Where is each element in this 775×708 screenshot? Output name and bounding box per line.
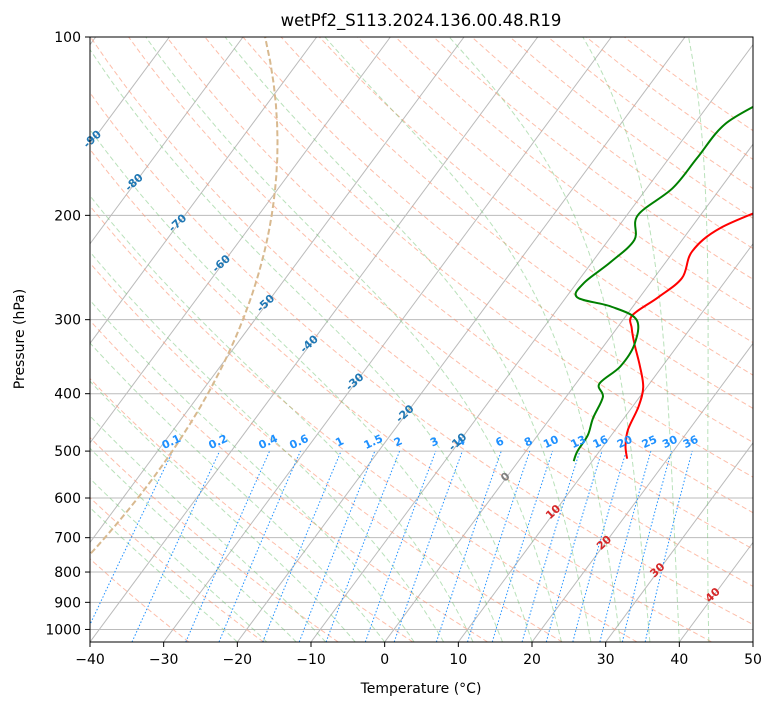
mixing-ratio-label: 25 [640, 433, 659, 451]
dry-adiabat [128, 37, 753, 550]
y-tick-label: 300 [54, 313, 81, 329]
x-axis: −40 −30 −20 −10 0 10 20 30 40 50 [75, 642, 762, 668]
dry-adiabat [318, 37, 753, 376]
isotherm-line [236, 37, 686, 642]
mixing-ratio-label: 36 [681, 433, 701, 451]
moist-adiabat [90, 251, 445, 642]
mixing-ratio-line [521, 450, 581, 642]
moist-adiabat [90, 415, 327, 642]
mixing-ratio-line [364, 450, 437, 642]
dry-adiabat [90, 558, 190, 642]
mixing-ratio-line [644, 450, 693, 642]
y-tick-label: 800 [54, 565, 81, 581]
mixing-ratio-line [393, 450, 463, 642]
y-tick-label: 1000 [45, 622, 81, 638]
mixing-ratio-line [325, 450, 401, 642]
x-tick-label: −20 [223, 652, 253, 668]
x-tick-label: 10 [449, 652, 467, 668]
moist-adiabat [90, 447, 297, 642]
isotherm-line [90, 37, 170, 146]
moist-adiabat [90, 299, 415, 642]
dry-adiabat [395, 37, 753, 312]
x-tick-label: −30 [149, 652, 179, 668]
mixing-ratio-line [572, 450, 627, 642]
x-tick-label: 50 [744, 652, 762, 668]
dry-adiabat [280, 37, 753, 409]
isotherm-line [384, 143, 753, 642]
moist-adiabat [145, 37, 562, 642]
moist-adiabat [90, 380, 356, 642]
y-axis-label: Pressure (hPa) [12, 289, 28, 389]
y-tick-label: 700 [54, 531, 81, 547]
dry-adiabat [90, 37, 753, 587]
isotherm-line [163, 37, 612, 642]
moist-adiabat [324, 37, 621, 642]
moist-adiabat [448, 37, 651, 642]
x-tick-label: −40 [75, 652, 105, 668]
y-tick-label: 600 [54, 491, 81, 507]
dry-adiabat [90, 205, 638, 642]
moist-adiabat [224, 37, 592, 642]
mixing-ratio-line [298, 450, 376, 642]
moist-adiabat [90, 194, 474, 642]
series-layer [572, 105, 753, 462]
isotherm-line [90, 37, 318, 345]
dry-adiabat [242, 37, 753, 443]
isotherm-line [457, 242, 753, 642]
chart-title: wetPf2_S113.2024.136.00.48.R19 [281, 11, 562, 31]
mixing-ratio-line [467, 450, 531, 642]
x-tick-label: 30 [597, 652, 615, 668]
dry-adiabat [90, 436, 339, 642]
mixing-ratio-label: 20 [615, 433, 635, 451]
isotherm-line [310, 43, 753, 642]
isotherm-line [90, 37, 539, 642]
dry-adiabat [90, 262, 563, 642]
isotherm-line [90, 37, 244, 245]
temperature-line [624, 212, 753, 459]
mixing-ratio-label: 13 [569, 433, 588, 451]
background-lines [90, 37, 753, 642]
mixing-ratio-label: 10 [541, 433, 561, 451]
plot-frame [89, 36, 754, 643]
dry-adiabat [90, 377, 414, 642]
dewpoint-line [572, 105, 753, 462]
mixing-ratio-line [599, 450, 652, 642]
moist-adiabat [90, 48, 533, 642]
y-tick-label: 200 [54, 208, 81, 224]
moist-adiabat [90, 477, 268, 642]
dry-adiabat [90, 148, 712, 642]
y-tick-label: 900 [54, 595, 81, 611]
lcl-curve [90, 37, 279, 556]
mixing-ratio-line [262, 450, 342, 642]
y-tick-label: 400 [54, 387, 81, 403]
y-tick-label: 100 [54, 30, 81, 46]
isotherm-line [531, 342, 753, 642]
mixing-ratio-line [491, 450, 553, 642]
mixing-ratio-label: 16 [591, 433, 611, 451]
isotherm-line [90, 37, 391, 444]
mixing-ratio-line [435, 450, 502, 642]
y-tick-label: 500 [54, 444, 81, 460]
mixing-ratio-line [218, 450, 301, 642]
moist-adiabat [90, 128, 503, 642]
mixing-ratio-line [185, 450, 271, 642]
y-axis: 100 200 300 400 500 600 700 800 900 1000 [45, 30, 90, 638]
x-tick-label: −10 [296, 652, 326, 668]
isotherm-line [90, 37, 465, 544]
mixing-ratio-label: 30 [660, 433, 680, 451]
x-tick-label: 20 [523, 652, 541, 668]
isotherm-line [605, 442, 753, 642]
x-axis-label: Temperature (°C) [360, 681, 482, 697]
moist-adiabat [688, 37, 710, 642]
x-tick-label: 40 [670, 652, 688, 668]
x-tick-label: 0 [380, 652, 389, 668]
mixing-ratio-line [131, 450, 221, 642]
mixing-ratio-line [545, 450, 603, 642]
moist-adiabat [582, 37, 680, 642]
